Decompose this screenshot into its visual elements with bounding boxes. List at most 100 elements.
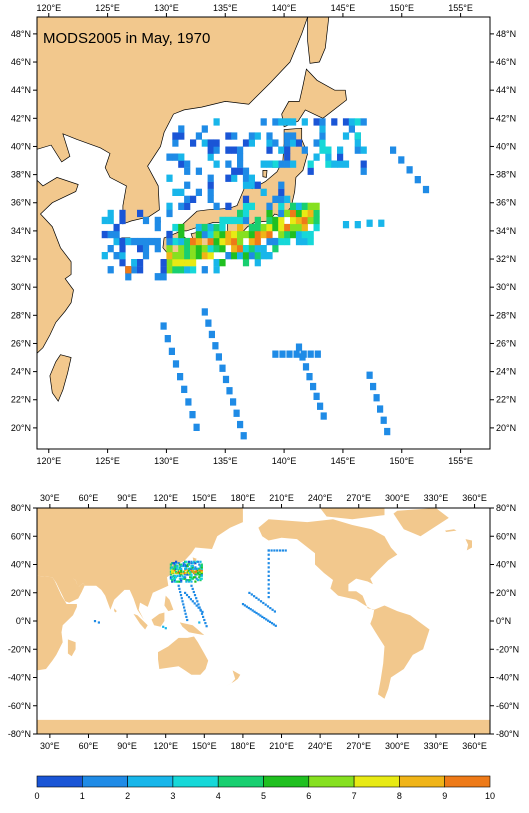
observation-cell xyxy=(172,562,175,565)
observation-cell xyxy=(178,574,181,577)
land-sumatra xyxy=(133,613,148,630)
observation-cell xyxy=(189,570,192,573)
lat-label-left: 30°N xyxy=(11,282,31,292)
observation-cell xyxy=(198,563,201,566)
lon-label-bottom: 135°E xyxy=(213,456,238,466)
colorbar-swatch xyxy=(217,775,264,788)
observation-cell xyxy=(194,580,197,583)
lon-label-top: 270°E xyxy=(346,493,371,503)
observation-cell xyxy=(207,195,214,203)
observation-cell xyxy=(267,579,270,582)
observation-cell xyxy=(186,563,189,566)
regional-map-panel: 120°E 120°E 125°E 125°E 130°E 130°E 135°E 135°E… xyxy=(11,3,516,466)
observation-cell xyxy=(295,223,303,232)
observation-cell xyxy=(259,614,262,617)
observation-cell xyxy=(290,230,297,239)
observation-cell xyxy=(171,569,174,572)
observation-cell xyxy=(186,579,189,582)
observation-cell xyxy=(267,570,270,573)
observation-cell xyxy=(231,146,238,154)
observation-cell xyxy=(255,611,258,615)
observation-cell xyxy=(241,603,245,606)
observation-cell xyxy=(176,572,179,575)
observation-cell xyxy=(390,146,397,154)
observation-cell xyxy=(373,394,380,402)
observation-cell xyxy=(199,560,202,563)
regional-observation-cells xyxy=(101,118,430,440)
lat-label-right: 48°N xyxy=(496,29,516,39)
observation-cell xyxy=(195,567,198,570)
observation-cell xyxy=(184,259,191,267)
observation-cell xyxy=(242,167,250,175)
observation-cell xyxy=(178,230,185,239)
observation-cell xyxy=(178,153,185,161)
observation-cell xyxy=(184,564,187,568)
observation-cell xyxy=(213,139,220,147)
observation-cell xyxy=(263,617,266,620)
observation-cell xyxy=(253,595,256,598)
observation-cell xyxy=(191,566,194,569)
observation-cell xyxy=(354,132,361,140)
observation-cell xyxy=(160,322,167,330)
colorbar-label: 10 xyxy=(485,791,495,801)
observation-cell xyxy=(186,573,189,576)
observation-cell xyxy=(267,574,270,577)
observation-cell xyxy=(215,353,222,361)
observation-cell xyxy=(207,245,214,253)
observation-cell xyxy=(242,195,250,203)
land-honshu xyxy=(177,128,308,238)
observation-cell xyxy=(266,223,273,232)
observation-cell xyxy=(194,566,197,569)
observation-cell xyxy=(178,580,181,583)
observation-cell xyxy=(178,245,185,253)
observation-cell xyxy=(199,608,202,611)
observation-cell xyxy=(187,596,191,599)
observation-cell xyxy=(254,132,261,140)
observation-cell xyxy=(190,574,193,577)
observation-cell xyxy=(199,569,202,572)
observation-cell xyxy=(354,146,361,154)
map-title: MODS2005 in May, 1970 xyxy=(43,30,210,47)
observation-cell xyxy=(290,118,297,126)
observation-cell xyxy=(254,181,261,189)
observation-cell xyxy=(178,188,185,196)
observation-cell xyxy=(366,219,373,227)
observation-cell xyxy=(171,580,174,583)
observation-cell xyxy=(196,600,199,603)
observation-cell xyxy=(175,566,178,569)
observation-cell xyxy=(178,237,185,246)
observation-cell xyxy=(213,223,220,232)
observation-cell xyxy=(184,563,187,566)
lon-label-bottom: 270°E xyxy=(346,741,371,750)
observation-cell xyxy=(225,174,232,182)
observation-cell xyxy=(154,216,161,225)
observation-cell xyxy=(253,610,256,613)
observation-cell xyxy=(278,118,285,126)
observation-cell xyxy=(179,590,182,594)
observation-cell xyxy=(208,330,215,339)
observation-cell xyxy=(198,576,201,579)
observation-cell xyxy=(200,566,203,569)
observation-cell xyxy=(302,363,310,371)
observation-cell xyxy=(237,237,244,246)
observation-cell xyxy=(190,237,197,246)
observation-cell xyxy=(187,573,191,576)
observation-cell xyxy=(260,160,267,168)
observation-cell xyxy=(268,620,272,623)
observation-cell xyxy=(172,570,175,573)
observation-cell xyxy=(164,335,171,343)
observation-cell xyxy=(119,209,126,218)
land-asia-mainland xyxy=(37,17,308,224)
lat-label-left: 40°N xyxy=(11,141,31,151)
observation-cell xyxy=(194,570,197,573)
observation-cell xyxy=(278,237,285,246)
observation-cell xyxy=(237,160,244,168)
observation-cell xyxy=(189,572,192,575)
colorbar-label: 0 xyxy=(34,791,39,801)
observation-cell xyxy=(237,146,244,154)
observation-cell xyxy=(201,139,208,147)
lon-label-top: 135°E xyxy=(213,3,238,13)
observation-cell xyxy=(190,577,193,580)
observation-cell xyxy=(248,181,255,189)
observation-cell xyxy=(195,597,198,600)
